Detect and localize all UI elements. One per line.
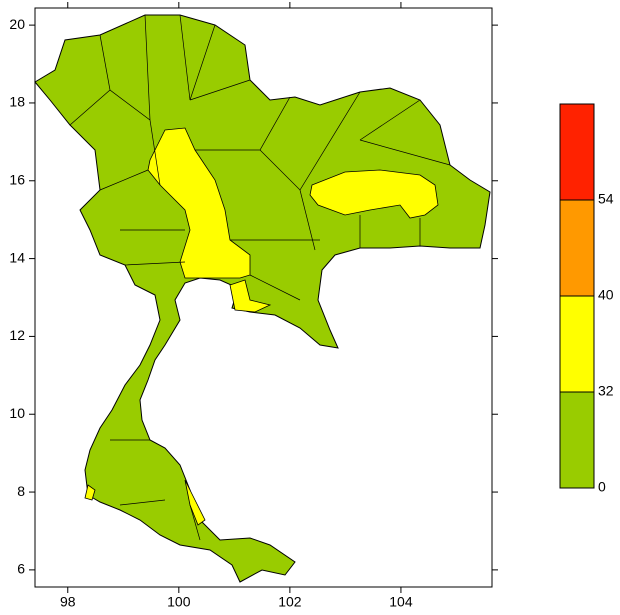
- colorbar-label: 32: [598, 383, 614, 399]
- map-area: [34, 7, 493, 588]
- colorbar-label: 40: [598, 287, 614, 303]
- high-zone-south: [184, 479, 206, 526]
- colorbar-segment: [559, 295, 595, 393]
- colorbar-label: 0: [598, 479, 606, 495]
- y-tick-label: 12: [9, 327, 25, 343]
- x-tick-label: 104: [389, 594, 413, 610]
- y-tick-label: 18: [9, 94, 25, 110]
- country-outline: [34, 14, 491, 583]
- high-zone-west: [84, 484, 96, 501]
- high-zone-east: [309, 169, 439, 219]
- x-tick-label: 100: [167, 594, 191, 610]
- y-tick-label: 6: [17, 561, 25, 577]
- colorbar-segment: [559, 103, 595, 201]
- high-zone-coast: [229, 279, 272, 313]
- x-tick-label: 102: [278, 594, 302, 610]
- y-tick-label: 8: [17, 483, 25, 499]
- high-zone-central: [147, 127, 251, 279]
- map-frame: [34, 7, 493, 588]
- colorbar-segment: [559, 199, 595, 297]
- y-tick-label: 16: [9, 171, 25, 187]
- y-tick-label: 10: [9, 405, 25, 421]
- y-tick-label: 20: [9, 16, 25, 32]
- colorbar-label: 54: [598, 191, 614, 207]
- x-tick-label: 98: [60, 594, 76, 610]
- province-borders: [69, 14, 451, 541]
- y-tick-label: 14: [9, 249, 25, 265]
- colorbar-segment: [559, 391, 595, 489]
